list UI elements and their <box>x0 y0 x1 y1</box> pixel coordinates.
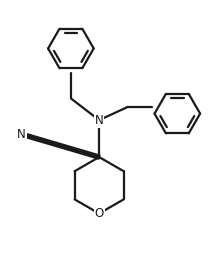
Text: N: N <box>95 114 104 127</box>
Text: O: O <box>95 207 104 220</box>
Text: N: N <box>17 128 26 141</box>
